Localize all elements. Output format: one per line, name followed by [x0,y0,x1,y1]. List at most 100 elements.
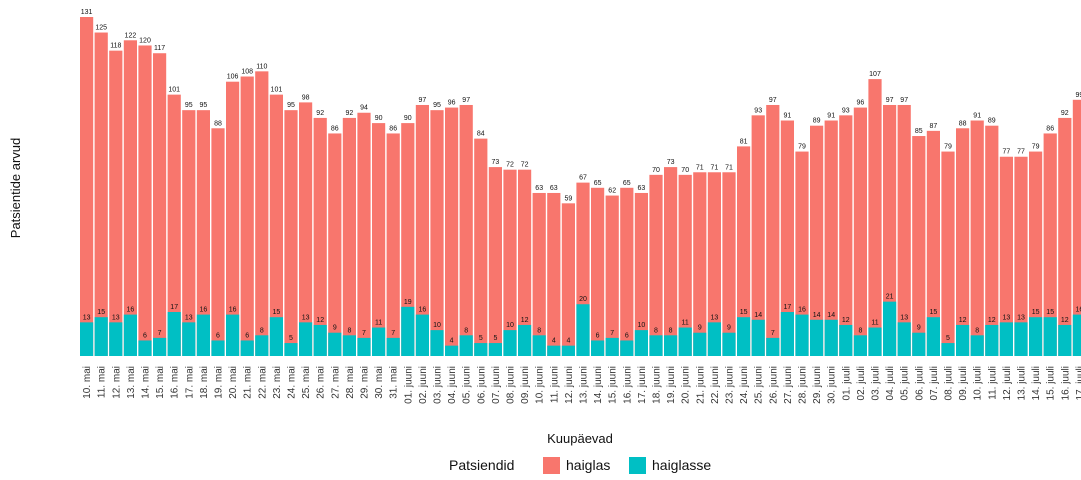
bar-haiglas-29-juuni [810,125,824,357]
value-label-haiglas-14-mai: 120 [139,37,151,44]
x-tick-label-06-juuni: 06. juuni [476,366,487,404]
x-tick-label-14-juuli: 14. juuli [1031,366,1042,400]
value-label-haiglas-30-mai: 90 [375,115,383,122]
legend: Patsiendid haiglas haiglasse [449,457,711,474]
x-tick-label-24-juuni: 24. juuni [739,366,750,404]
bar-haiglasse-05-juuli [897,322,911,356]
value-label-haiglas-12-juuni: 59 [565,195,573,202]
bar-haiglas-16-mai [167,94,181,356]
x-tick-label-08-juuni: 08. juuni [506,366,517,404]
value-label-haiglas-17-juuli: 99 [1076,92,1081,99]
bar-haiglas-02-juuli [853,107,867,357]
value-label-haiglasse-17-mai: 13 [185,314,193,321]
x-tick-labels-layer: 10. mai 11. mai 12. mai 13. mai 14. mai 15. m… [82,366,1081,404]
value-label-haiglasse-08-juuli: 5 [946,335,950,342]
value-label-haiglas-11-juuli: 89 [988,118,996,125]
value-label-haiglas-24-juuni: 81 [740,138,748,145]
bar-haiglasse-04-juuli [883,301,897,356]
x-tick-label-09-juuni: 09. juuni [520,366,531,404]
bar-haiglas-01-juuni [401,123,415,356]
bar-haiglasse-16-juuni [620,340,634,356]
value-label-haiglasse-13-juuli: 13 [1017,314,1025,321]
value-label-haiglasse-27-juuni: 17 [784,304,792,311]
x-tick-label-06-juuli: 06. juuli [914,366,925,400]
x-tick-label-15-juuli: 15. juuli [1046,366,1057,400]
value-label-haiglasse-23-juuni: 9 [727,325,731,332]
bar-haiglasse-06-juuni [474,343,488,356]
value-label-haiglasse-28-juuni: 16 [798,307,806,314]
bar-haiglas-29-mai [357,112,371,356]
bar-haiglasse-27-mai [328,332,342,356]
bar-haiglasse-07-juuli [926,317,940,356]
bar-haiglas-12-juuli [999,156,1013,356]
bar-haiglas-19-mai [211,128,225,356]
bar-haiglasse-16-juuli [1058,324,1072,356]
bar-haiglas-31-mai [386,133,400,356]
value-label-haiglasse-18-mai: 16 [200,307,208,314]
value-label-haiglasse-11-mai: 15 [97,309,105,316]
bar-haiglasse-20-juuni [678,327,692,356]
x-tick-label-02-juuli: 02. juuli [856,366,867,400]
bar-haiglas-07-juuni [488,167,502,356]
bar-haiglas-23-mai [269,94,283,356]
bar-haiglas-21-juuni [693,172,707,356]
bar-haiglas-04-juuli [883,104,897,356]
bar-haiglasse-17-mai [182,322,196,356]
bar-haiglasse-14-juuni [591,340,605,356]
x-tick-label-31-mai: 31. mai [389,366,400,399]
bar-haiglasse-28-juuni [795,314,809,356]
value-label-haiglasse-14-mai: 6 [143,332,147,339]
bar-haiglasse-03-juuli [868,327,882,356]
bar-haiglas-28-juuni [795,151,809,356]
bar-haiglasse-13-juuni [576,304,590,356]
x-axis-title: Kuupäevad [547,431,613,446]
bar-haiglasse-14-juuli [1029,317,1043,356]
value-label-haiglasse-30-mai: 11 [375,320,382,327]
value-label-haiglasse-03-juuni: 10 [433,322,441,329]
value-label-haiglas-14-juuni: 65 [594,180,602,187]
x-tick-label-01-juuli: 01. juuli [841,366,852,400]
value-label-haiglasse-18-juuni: 8 [654,327,658,334]
value-label-haiglas-05-juuli: 97 [900,97,908,104]
value-label-haiglasse-08-juuni: 10 [506,322,514,329]
bar-haiglasse-22-juuni [707,322,721,356]
bar-haiglasse-03-juuni [430,330,444,356]
bar-haiglas-16-juuli [1058,117,1072,356]
bar-haiglasse-13-mai [123,314,137,356]
x-tick-label-27-juuni: 27. juuni [783,366,794,404]
value-label-haiglas-26-juuni: 97 [769,97,777,104]
value-label-haiglas-23-juuni: 71 [725,164,733,171]
x-tick-label-11-juuni: 11. juuni [549,366,560,403]
value-label-haiglas-26-mai: 92 [316,110,324,117]
bar-haiglasse-22-mai [255,335,269,356]
value-label-haiglasse-19-juuni: 8 [669,327,673,334]
x-tick-label-18-juuni: 18. juuni [652,366,663,404]
value-label-haiglas-08-juuli: 79 [944,144,952,151]
bar-haiglas-02-juuni [415,104,429,356]
value-label-haiglas-04-juuli: 97 [886,97,894,104]
bar-haiglas-30-mai [372,123,386,356]
bar-haiglas-18-mai [196,110,210,356]
bar-haiglasse-10-juuli [970,335,984,356]
bar-haiglasse-02-juuli [853,335,867,356]
bar-haiglas-09-juuni [518,169,532,356]
bar-haiglas-18-juuni [649,174,663,356]
value-label-haiglas-27-mai: 86 [331,125,339,132]
bar-haiglasse-19-mai [211,340,225,356]
x-tick-label-15-mai: 15. mai [155,366,166,399]
value-label-haiglasse-26-juuni: 7 [771,330,775,337]
value-label-haiglasse-13-mai: 16 [127,307,135,314]
bar-haiglas-25-juuni [751,115,765,356]
value-label-haiglas-28-mai: 92 [346,110,354,117]
bar-haiglas-12-juuni [561,203,575,356]
value-label-haiglas-12-mai: 118 [110,43,121,50]
legend-swatch-haiglas [543,457,560,474]
bar-haiglasse-11-juuli [985,324,999,356]
bar-haiglas-20-juuni [678,174,692,356]
bar-haiglasse-02-juuni [415,314,429,356]
bar-haiglas-01-juuli [839,115,853,356]
bar-haiglasse-05-juuni [459,335,473,356]
value-label-haiglas-18-mai: 95 [200,102,208,109]
bar-haiglasse-29-juuni [810,319,824,356]
value-label-haiglasse-11-juuli: 12 [988,317,996,324]
